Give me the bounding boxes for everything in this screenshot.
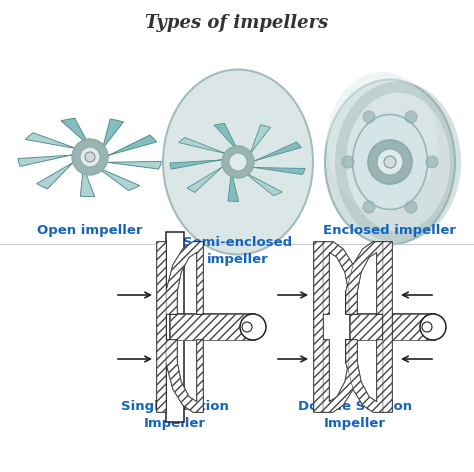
Polygon shape <box>100 119 124 152</box>
Polygon shape <box>346 242 383 314</box>
Polygon shape <box>247 167 305 175</box>
Ellipse shape <box>353 115 428 210</box>
Circle shape <box>377 149 403 175</box>
Polygon shape <box>214 123 241 155</box>
Polygon shape <box>157 242 166 412</box>
Polygon shape <box>166 242 203 314</box>
Text: Open impeller: Open impeller <box>37 224 143 237</box>
Polygon shape <box>166 242 203 314</box>
Circle shape <box>405 201 417 213</box>
Bar <box>166 232 184 422</box>
Ellipse shape <box>163 69 313 254</box>
Polygon shape <box>18 154 77 167</box>
Circle shape <box>240 314 266 340</box>
Polygon shape <box>251 142 301 163</box>
Circle shape <box>368 140 412 184</box>
Polygon shape <box>80 163 95 196</box>
Polygon shape <box>26 133 84 151</box>
Polygon shape <box>100 161 162 169</box>
Circle shape <box>426 156 438 168</box>
Polygon shape <box>346 242 383 314</box>
Polygon shape <box>323 340 353 412</box>
Polygon shape <box>166 340 203 412</box>
Bar <box>350 314 435 340</box>
Circle shape <box>384 156 396 168</box>
Text: Single Suction
Impeller: Single Suction Impeller <box>121 400 229 430</box>
Circle shape <box>242 322 252 332</box>
Text: Semi-enclosed
impeller: Semi-enclosed impeller <box>183 236 292 266</box>
Polygon shape <box>323 340 353 412</box>
Polygon shape <box>36 159 77 189</box>
Polygon shape <box>314 242 323 412</box>
Text: Enclosed impeller: Enclosed impeller <box>323 224 456 237</box>
Circle shape <box>420 314 446 340</box>
Polygon shape <box>157 242 166 412</box>
Polygon shape <box>61 118 94 150</box>
Polygon shape <box>314 242 323 412</box>
Circle shape <box>229 153 247 171</box>
Bar <box>170 314 255 340</box>
Circle shape <box>363 201 375 213</box>
Polygon shape <box>346 340 383 412</box>
Text: Types of impellers: Types of impellers <box>146 14 328 32</box>
Circle shape <box>80 147 100 167</box>
Circle shape <box>363 111 375 123</box>
Ellipse shape <box>325 79 455 244</box>
Polygon shape <box>383 242 392 412</box>
Circle shape <box>85 152 95 162</box>
Polygon shape <box>239 169 282 196</box>
Polygon shape <box>187 164 226 193</box>
Circle shape <box>342 156 354 168</box>
Circle shape <box>222 146 254 178</box>
Polygon shape <box>228 168 239 202</box>
Polygon shape <box>248 125 271 158</box>
Polygon shape <box>104 135 156 158</box>
Text: Double Suction
Impeller: Double Suction Impeller <box>298 400 412 430</box>
Polygon shape <box>323 242 353 314</box>
Polygon shape <box>166 340 203 412</box>
Polygon shape <box>91 164 140 191</box>
Circle shape <box>72 139 108 175</box>
Bar <box>350 314 435 340</box>
Polygon shape <box>170 159 226 169</box>
Circle shape <box>422 322 432 332</box>
Polygon shape <box>179 137 233 156</box>
Polygon shape <box>323 242 353 314</box>
Polygon shape <box>346 340 383 412</box>
Circle shape <box>405 111 417 123</box>
Bar <box>170 314 255 340</box>
Polygon shape <box>383 242 392 412</box>
Ellipse shape <box>327 72 437 212</box>
